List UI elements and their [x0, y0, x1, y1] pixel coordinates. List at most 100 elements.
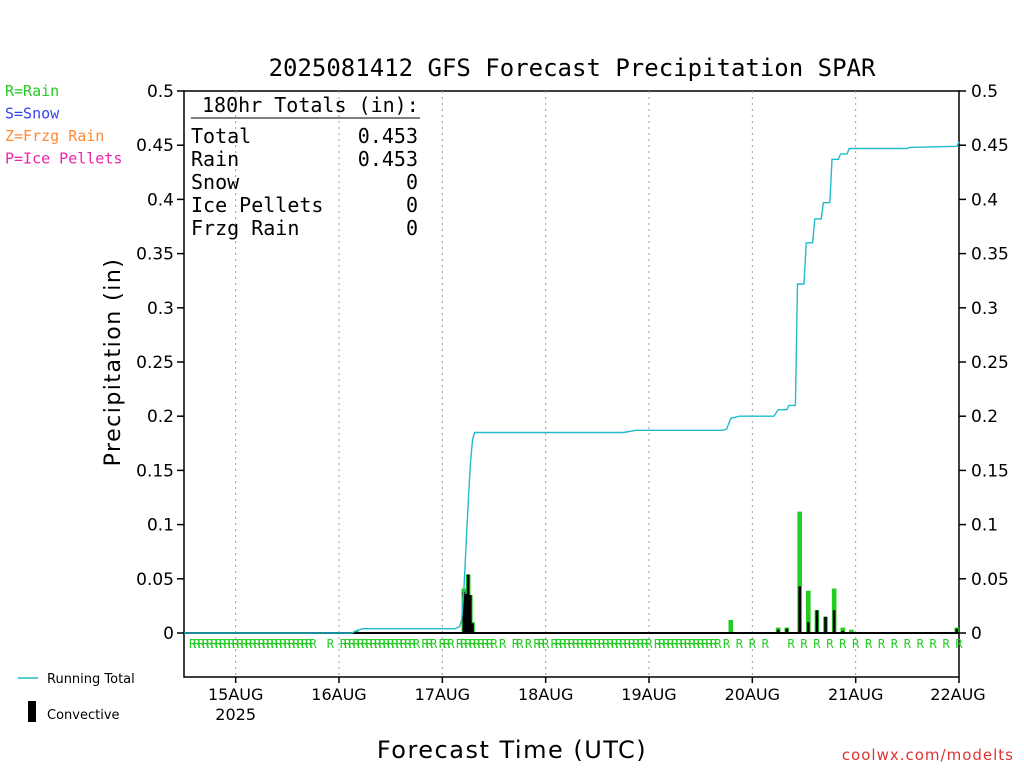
precip-type-mark: R	[292, 637, 300, 651]
precip-type-mark: R	[826, 637, 834, 651]
convective-bar	[466, 574, 470, 633]
precip-type-mark: R	[594, 637, 602, 651]
precip-type-mark: R	[602, 637, 610, 651]
precip-type-mark: R	[620, 637, 628, 651]
precip-type-mark: R	[654, 637, 662, 651]
totals-row-value: 0.453	[358, 124, 418, 148]
precip-type-mark: R	[353, 637, 361, 651]
precip-type-mark: R	[891, 637, 899, 651]
running-total-line	[184, 141, 960, 634]
precip-type-mark: R	[443, 637, 451, 651]
convective-bar	[785, 628, 789, 633]
precip-type-mark: R	[340, 637, 348, 651]
precip-type-mark: R	[477, 637, 485, 651]
precip-type-mark: R	[258, 637, 266, 651]
y-tick-label: 0	[163, 624, 174, 644]
precip-type-mark: R	[576, 637, 584, 651]
precip-type-mark: R	[297, 637, 305, 651]
precip-type-mark: R	[581, 637, 589, 651]
x-tick-label: 18AUG	[518, 685, 573, 704]
precip-type-mark: R	[710, 637, 718, 651]
grid-lines	[235, 91, 857, 677]
totals-box: 180hr Totals (in): Total 0.453 Rain 0.453 Sno…	[191, 93, 420, 240]
precip-type-legend-item: Z=Frzg Rain	[5, 127, 104, 145]
precip-type-mark: R	[275, 637, 283, 651]
precip-type-mark: R	[637, 637, 645, 651]
precip-type-mark: R	[762, 637, 770, 651]
precip-type-mark: R	[344, 637, 352, 651]
precip-type-mark: R	[904, 637, 912, 651]
y-tick-label: 0.05	[971, 570, 1009, 590]
precip-type-mark: R	[279, 637, 287, 651]
convective-bar	[824, 616, 827, 633]
legend-label: Convective	[47, 708, 120, 723]
precip-type-mark: R	[310, 637, 318, 651]
totals-row-label: Snow	[191, 170, 240, 194]
precip-type-mark: R	[370, 637, 378, 651]
precip-type-mark: R	[193, 637, 201, 651]
precip-type-mark: R	[512, 637, 520, 651]
precip-type-mark: R	[473, 637, 481, 651]
precip-type-mark: R	[671, 637, 679, 651]
precip-type-mark: R	[223, 637, 231, 651]
precip-type-mark: R	[266, 637, 274, 651]
precip-type-legend-item: R=Rain	[5, 82, 59, 100]
precip-type-mark: R	[585, 637, 593, 651]
precip-type-mark: R	[568, 637, 576, 651]
precip-type-mark: R	[262, 637, 270, 651]
x-tick-label: 17AUG	[415, 685, 470, 704]
precip-type-mark: R	[206, 637, 214, 651]
x-axis-label: Forecast Time (UTC)	[377, 736, 647, 764]
y-tick-label: 0.45	[971, 136, 1009, 156]
precip-type-mark: R	[628, 637, 636, 651]
precip-type-mark: R	[564, 637, 572, 651]
precip-type-mark: R	[378, 637, 386, 651]
y-tick-label: 0	[971, 624, 982, 644]
precip-type-mark: R	[551, 637, 559, 651]
precip-type-legend-item: S=Snow	[5, 105, 60, 123]
precip-type-mark: R	[701, 637, 709, 651]
precip-type-mark: R	[396, 637, 404, 651]
y-tick-label: 0.25	[136, 353, 174, 373]
precip-type-mark: R	[490, 637, 498, 651]
chart-title: 2025081412 GFS Forecast Precipitation SP…	[269, 54, 876, 82]
precip-type-mark: R	[348, 637, 356, 651]
precip-type-mark: R	[598, 637, 606, 651]
precip-type-mark: R	[632, 637, 640, 651]
precip-type-mark: R	[439, 637, 447, 651]
precip-type-mark: R	[697, 637, 705, 651]
totals-header: 180hr Totals (in):	[202, 93, 419, 117]
totals-row-value: 0	[406, 193, 418, 217]
totals-row-value: 0.453	[358, 147, 418, 171]
series-legend: Running Total Convective	[18, 672, 135, 723]
precip-type-mark: R	[572, 637, 580, 651]
x-tick-label: 15AUG	[208, 685, 263, 704]
precip-type-mark: R	[667, 637, 675, 651]
precip-type-mark: R	[215, 637, 223, 651]
rain-bar	[797, 511, 802, 633]
precip-type-mark: R	[374, 637, 382, 651]
precip-type-mark: R	[361, 637, 369, 651]
precip-type-mark: R	[232, 637, 240, 651]
x-tick-label: 16AUG	[311, 685, 366, 704]
precip-type-mark: R	[400, 637, 408, 651]
totals-row-label: Ice Pellets	[191, 193, 323, 217]
y-axis-left: 0 0.05 0.1 0.15 0.2 0.25 0.3 0.35 0.4 0.45 0.5	[136, 82, 184, 644]
precip-type-mark: R	[516, 637, 524, 651]
precip-type-mark: R	[284, 637, 292, 651]
precip-type-mark: R	[589, 637, 597, 651]
y-tick-label: 0.5	[147, 82, 174, 102]
precip-type-mark: R	[723, 637, 731, 651]
totals-row-value: 0	[406, 170, 418, 194]
precip-type-mark: R	[813, 637, 821, 651]
y-tick-label: 0.1	[147, 516, 174, 536]
credit-text: coolwx.com/modelts	[842, 746, 1014, 764]
precip-type-mark: R	[852, 637, 860, 651]
precip-type-mark: R	[426, 637, 434, 651]
precip-type-mark: R	[538, 637, 546, 651]
precip-type-mark: R	[714, 637, 722, 651]
precip-type-mark: R	[383, 637, 391, 651]
precip-type-mark: R	[676, 637, 684, 651]
y-tick-label: 0.35	[971, 245, 1009, 265]
